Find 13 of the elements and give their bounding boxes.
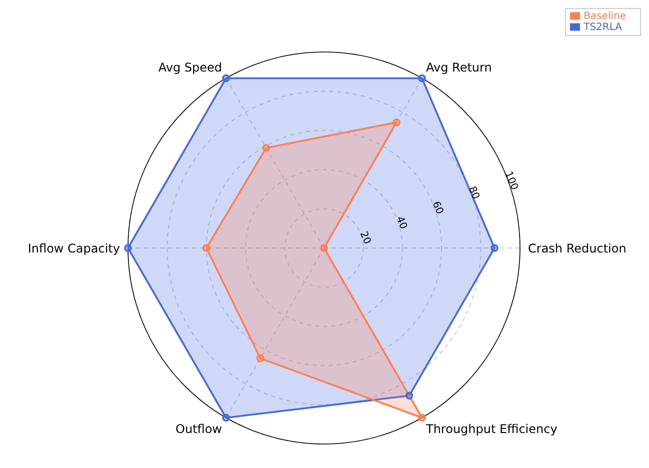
y-tick-label: 40 <box>394 214 409 231</box>
y-tick-label: 100 <box>502 170 520 192</box>
spoke-label: Throughput Efficiency <box>425 422 558 436</box>
y-tick-label: 60 <box>430 200 445 216</box>
spoke-label: Outflow <box>176 422 222 436</box>
spoke-label: Avg Speed <box>158 60 222 74</box>
y-tick-label: 80 <box>466 184 482 201</box>
y-tick-label: 20 <box>357 230 372 246</box>
legend-label: TS2RLA <box>584 22 622 33</box>
spoke-label: Crash Reduction <box>528 241 626 256</box>
spoke-label: Avg Return <box>426 60 492 74</box>
spoke-label: Inflow Capacity <box>28 241 120 256</box>
legend-label: Baseline <box>584 11 626 22</box>
